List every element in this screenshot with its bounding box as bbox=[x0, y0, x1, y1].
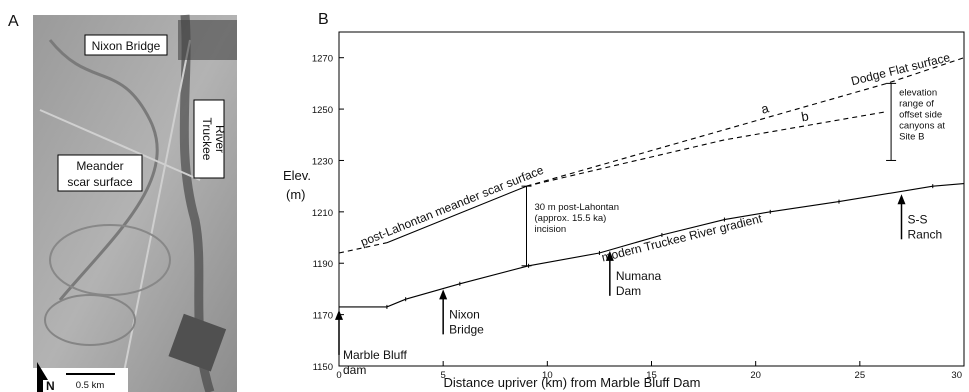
line-label: a bbox=[759, 100, 771, 117]
line-label: modern Truckee River gradient bbox=[600, 211, 764, 264]
line-label: post-Lahontan meander scar surface bbox=[359, 163, 546, 250]
panel-label: B bbox=[318, 11, 329, 28]
x-tick-label: 5 bbox=[441, 370, 446, 381]
x-tick-label: 25 bbox=[855, 370, 866, 381]
y-tick-label: 1190 bbox=[313, 259, 333, 270]
arrow-label: Ranch bbox=[908, 227, 943, 241]
arrow-label: S-S bbox=[908, 212, 928, 226]
photo-label: Truckee bbox=[200, 118, 214, 161]
surface-label: Dodge Flat surface bbox=[850, 50, 952, 88]
y-tick-label: 1270 bbox=[312, 54, 333, 65]
y-axis-label: (m) bbox=[286, 187, 306, 202]
scale-label: 0.5 km bbox=[76, 380, 105, 391]
y-tick-label: 1230 bbox=[312, 156, 333, 167]
x-tick-label: 15 bbox=[646, 370, 657, 381]
range-label: canyons at bbox=[899, 120, 945, 131]
photo-label: Nixon Bridge bbox=[92, 39, 161, 53]
line-label: b bbox=[800, 108, 810, 124]
y-tick-label: 1210 bbox=[312, 208, 333, 219]
panel-label: A bbox=[8, 13, 19, 30]
range-label: (approx. 15.5 ka) bbox=[535, 213, 607, 224]
x-axis-label: Distance upriver (km) from Marble Bluff … bbox=[444, 375, 701, 390]
aerial-photo bbox=[33, 15, 237, 392]
arrow-label: Marble Bluff bbox=[343, 348, 407, 362]
y-tick-label: 1170 bbox=[313, 311, 333, 322]
y-axis-label: Elev. bbox=[283, 168, 311, 183]
arrow-label: Bridge bbox=[449, 322, 484, 336]
series-line bbox=[527, 112, 887, 187]
figure: A Nixon Bridge TruckeeRiver Meander scar su… bbox=[0, 0, 969, 392]
arrow-label: Numana bbox=[616, 269, 662, 283]
range-label: incision bbox=[535, 224, 567, 235]
x-tick-label: 20 bbox=[750, 370, 761, 381]
x-tick-label: 10 bbox=[542, 370, 553, 381]
north-label: N bbox=[46, 379, 55, 392]
y-tick-label: 1250 bbox=[312, 105, 333, 116]
photo-label: scar surface bbox=[67, 175, 133, 189]
range-label: 30 m post-Lahontan bbox=[535, 202, 620, 213]
arrow-label: Nixon bbox=[449, 307, 480, 321]
y-tick-label: 1150 bbox=[313, 362, 333, 373]
range-label: elevation bbox=[899, 87, 937, 98]
x-tick-label: 30 bbox=[951, 370, 962, 381]
arrow-label: dam bbox=[343, 363, 366, 377]
arrow-head bbox=[439, 289, 447, 299]
photo-label: River bbox=[213, 125, 227, 153]
range-label: Site B bbox=[899, 131, 924, 142]
photo-label: Meander bbox=[76, 159, 123, 173]
arrow-label: Dam bbox=[616, 284, 641, 298]
range-label: offset side bbox=[899, 109, 942, 120]
series-line bbox=[387, 186, 527, 243]
x-tick-label: 0 bbox=[336, 370, 341, 381]
arrow-head bbox=[898, 194, 906, 204]
range-label: range of bbox=[899, 98, 934, 109]
